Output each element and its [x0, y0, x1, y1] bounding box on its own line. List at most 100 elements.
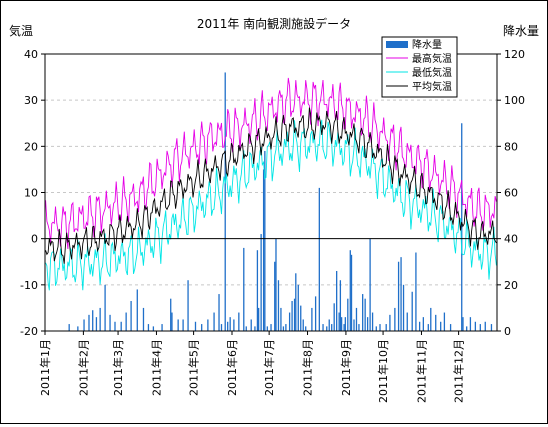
precip-bar: [479, 324, 481, 331]
precip-bar: [282, 326, 285, 331]
x-tick-label: 2011年8月: [301, 339, 315, 396]
precip-bar: [474, 321, 477, 331]
precip-bar: [462, 317, 464, 331]
precip-bar: [362, 294, 364, 331]
min-temp-line: [45, 119, 497, 291]
precip-bar: [264, 150, 266, 331]
precip-bar: [333, 303, 335, 331]
precip-bar: [355, 307, 358, 331]
precip-bar: [182, 319, 184, 331]
precip-bar: [336, 270, 338, 331]
precip-bar: [375, 326, 377, 331]
precip-bar: [344, 317, 346, 331]
precip-bar: [288, 312, 291, 331]
precip-bar: [274, 261, 276, 331]
precip-bar: [245, 326, 247, 331]
precip-bar: [364, 298, 366, 331]
precip-bar: [220, 324, 223, 331]
x-tick-label: 2011年12月: [452, 339, 466, 403]
y-tick-label-right: 100: [504, 94, 525, 107]
precip-bar: [68, 324, 70, 331]
precip-bar: [95, 317, 98, 331]
precip-bar: [295, 273, 297, 331]
legend-label-precip: 降水量: [412, 38, 442, 51]
precip-bar: [469, 317, 472, 331]
max-temp-line: [45, 77, 497, 250]
precip-bar: [461, 123, 463, 331]
y-axis-label-right: 降水量: [503, 24, 539, 38]
precip-bar: [484, 321, 486, 331]
precip-bar: [490, 324, 493, 331]
precip-bar: [218, 294, 220, 331]
x-tick-label: 2011年5月: [187, 339, 201, 396]
precip-bar: [318, 187, 320, 331]
precip-bar: [233, 319, 235, 331]
y-tick-label-left: 40: [24, 48, 38, 61]
precip-bar: [161, 324, 163, 331]
precip-bar: [275, 238, 277, 331]
precip-bar: [238, 312, 240, 331]
precip-bar: [266, 326, 268, 331]
precip-bar: [285, 324, 287, 331]
y-ticks-left: -20 -10 0 10 20 30 40: [20, 48, 45, 338]
y-axis-label-left: 気温: [9, 23, 33, 38]
precip-bar: [136, 289, 138, 331]
precip-bar: [77, 326, 79, 331]
precip-bar: [256, 250, 259, 331]
precip-bar: [402, 284, 405, 331]
precip-bar: [369, 238, 371, 331]
x-tick-label: 2011年3月: [111, 339, 125, 396]
precip-bar: [227, 321, 229, 331]
precip-bar: [83, 319, 85, 331]
precip-bar: [120, 321, 122, 331]
precip-bar: [349, 250, 351, 331]
precip-bar: [400, 257, 402, 331]
precip-bar: [322, 324, 324, 331]
precip-bar: [243, 247, 245, 331]
precip-bar: [314, 296, 317, 331]
x-tick-label: 2011年10月: [376, 339, 390, 403]
precip-bar: [339, 280, 342, 331]
y-tick-label-right: 60: [504, 187, 518, 200]
precip-bar: [311, 307, 313, 331]
precip-bar: [300, 305, 302, 331]
precip-bar: [379, 324, 381, 331]
x-tick-label: 2011年6月: [225, 339, 239, 396]
precip-bar: [293, 298, 296, 331]
precip-bar: [257, 307, 260, 331]
precip-bar: [187, 280, 189, 331]
precip-bar: [250, 319, 252, 331]
precip-bar: [326, 326, 328, 331]
legend-label-min: 最低気温: [412, 66, 452, 79]
precip-bar: [152, 326, 155, 331]
temperature-lines: [45, 77, 497, 291]
x-month-labels: 2011年1月 2011年2月 2011年3月 2011年4月 2011年5月 2011年…: [38, 331, 466, 403]
precip-bar: [297, 284, 299, 331]
precip-bar: [411, 291, 413, 331]
precip-bar: [254, 326, 256, 331]
x-tick-label: 2011年2月: [76, 339, 90, 396]
precip-bar: [170, 298, 172, 331]
precip-bar: [340, 317, 343, 331]
x-tick-label: 2011年1月: [38, 339, 52, 396]
precip-bar: [109, 314, 111, 331]
precip-bar: [422, 317, 424, 331]
x-tick-label: 2011年4月: [149, 339, 163, 396]
precip-bar: [353, 319, 355, 331]
precip-bar: [305, 326, 307, 331]
y-tick-label-right: 0: [504, 325, 511, 338]
precip-bar: [262, 169, 265, 331]
avg-temp-line: [45, 107, 497, 264]
y-tick-label-left: -10: [20, 279, 38, 292]
precip-bar: [229, 317, 231, 331]
precip-bar: [443, 312, 446, 331]
precip-bar: [260, 234, 262, 331]
grid-lines: [45, 99, 497, 286]
precip-bar: [270, 324, 272, 331]
precip-bar: [207, 319, 209, 331]
precip-bar: [194, 321, 197, 331]
x-tick-label: 2011年9月: [339, 339, 353, 396]
precip-bar: [201, 324, 203, 331]
precip-bar: [430, 307, 432, 331]
